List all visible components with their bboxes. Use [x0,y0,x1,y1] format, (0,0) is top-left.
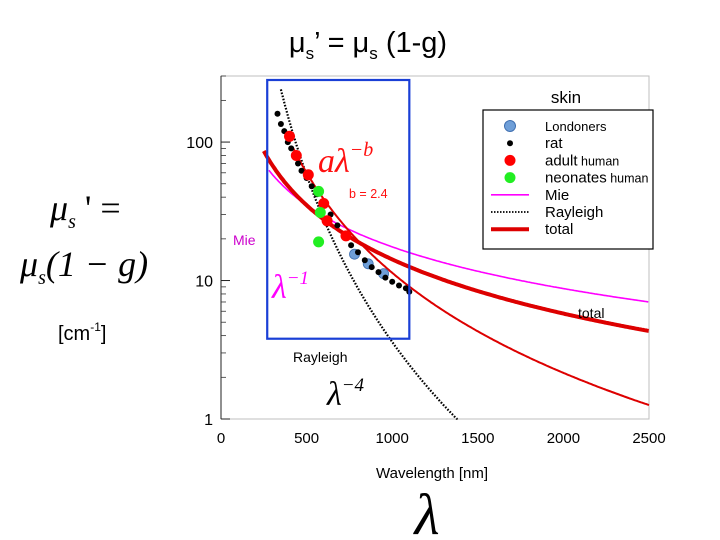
data-point-neonates [313,185,325,197]
x-tick-label: 1000 [376,430,409,447]
y-tick-label: 100 [186,135,213,152]
data-point-rat [348,242,355,249]
data-point-rat [295,160,301,167]
legend-label: rat [545,135,563,152]
data-point-adult [340,230,352,242]
units-label: [cm-1] [58,320,106,345]
y-tick-label: 1 [204,412,213,429]
legend-swatch [507,140,513,147]
data-point-rat [396,282,402,289]
data-point-rat [368,264,375,271]
data-point-rat [375,269,382,276]
legend-item-neonates: neonates human [504,170,648,187]
data-point-adult [318,198,330,209]
rayleigh-formula: λ−4 [326,375,365,413]
big-lambda: λ [412,482,439,540]
legend-item-total: total [491,221,573,238]
data-point-rat [274,110,281,117]
legend-label: total [545,221,573,238]
data-point-adult [284,130,295,142]
data-point-neonates [314,207,326,218]
data-point-rat [298,167,305,174]
y-tick-label: 10 [195,274,213,291]
rayleigh-curve-label: Rayleigh [293,349,347,365]
legend-item-londoners: Londoners [504,119,607,134]
x-tick-label: 1500 [461,430,494,447]
x-axis-title: Wavelength [nm] [376,465,488,482]
data-point-rat [361,257,368,264]
data-point-rat [277,121,284,127]
legend-item-mie: Mie [491,187,569,204]
plot-markers [274,110,413,295]
x-tick-label: 2000 [547,430,580,447]
legend-swatch [504,172,516,184]
x-tick-label: 2500 [632,430,665,447]
data-point-adult [321,215,333,227]
data-point-adult [302,169,314,181]
data-point-rat [382,274,389,281]
slide-title: μs’ = μs (1-g) [289,27,447,63]
mie-formula: λ−1 [271,268,309,306]
legend-item-rat: rat [507,135,563,152]
data-point-rat [334,222,341,229]
legend-swatch [504,154,516,166]
legend-swatch [504,120,516,132]
data-point-rat [355,249,361,256]
data-point-rat [288,145,295,152]
highlight-box [266,78,411,340]
legend-label: neonates human [545,170,648,187]
data-point-adult [290,150,302,161]
legend-label: Londoners [545,119,607,134]
legend-item-rayleigh: Rayleigh [491,204,603,221]
equation-left-top: μs ' = [49,188,121,233]
data-point-neonates [313,236,325,248]
legend-item-adult: adult human [504,152,619,169]
legend-title: skin [551,88,581,107]
total-curve-label: total [578,305,604,321]
fit-curve [292,147,650,407]
data-point-rat [389,278,396,285]
equation-left-bottom: μs(1 − g) [19,244,148,289]
legend-label: Rayleigh [545,204,603,221]
mie-curve-label: Mie [233,232,256,248]
x-tick-label: 500 [294,430,319,447]
x-tick-label: 0 [217,430,225,447]
legend-label: adult human [545,152,619,169]
fit-parameter-label: b = 2.4 [349,187,388,201]
data-point-rat [308,183,315,190]
legend-label: Mie [545,187,569,204]
fit-formula: aλ−b [318,139,373,180]
